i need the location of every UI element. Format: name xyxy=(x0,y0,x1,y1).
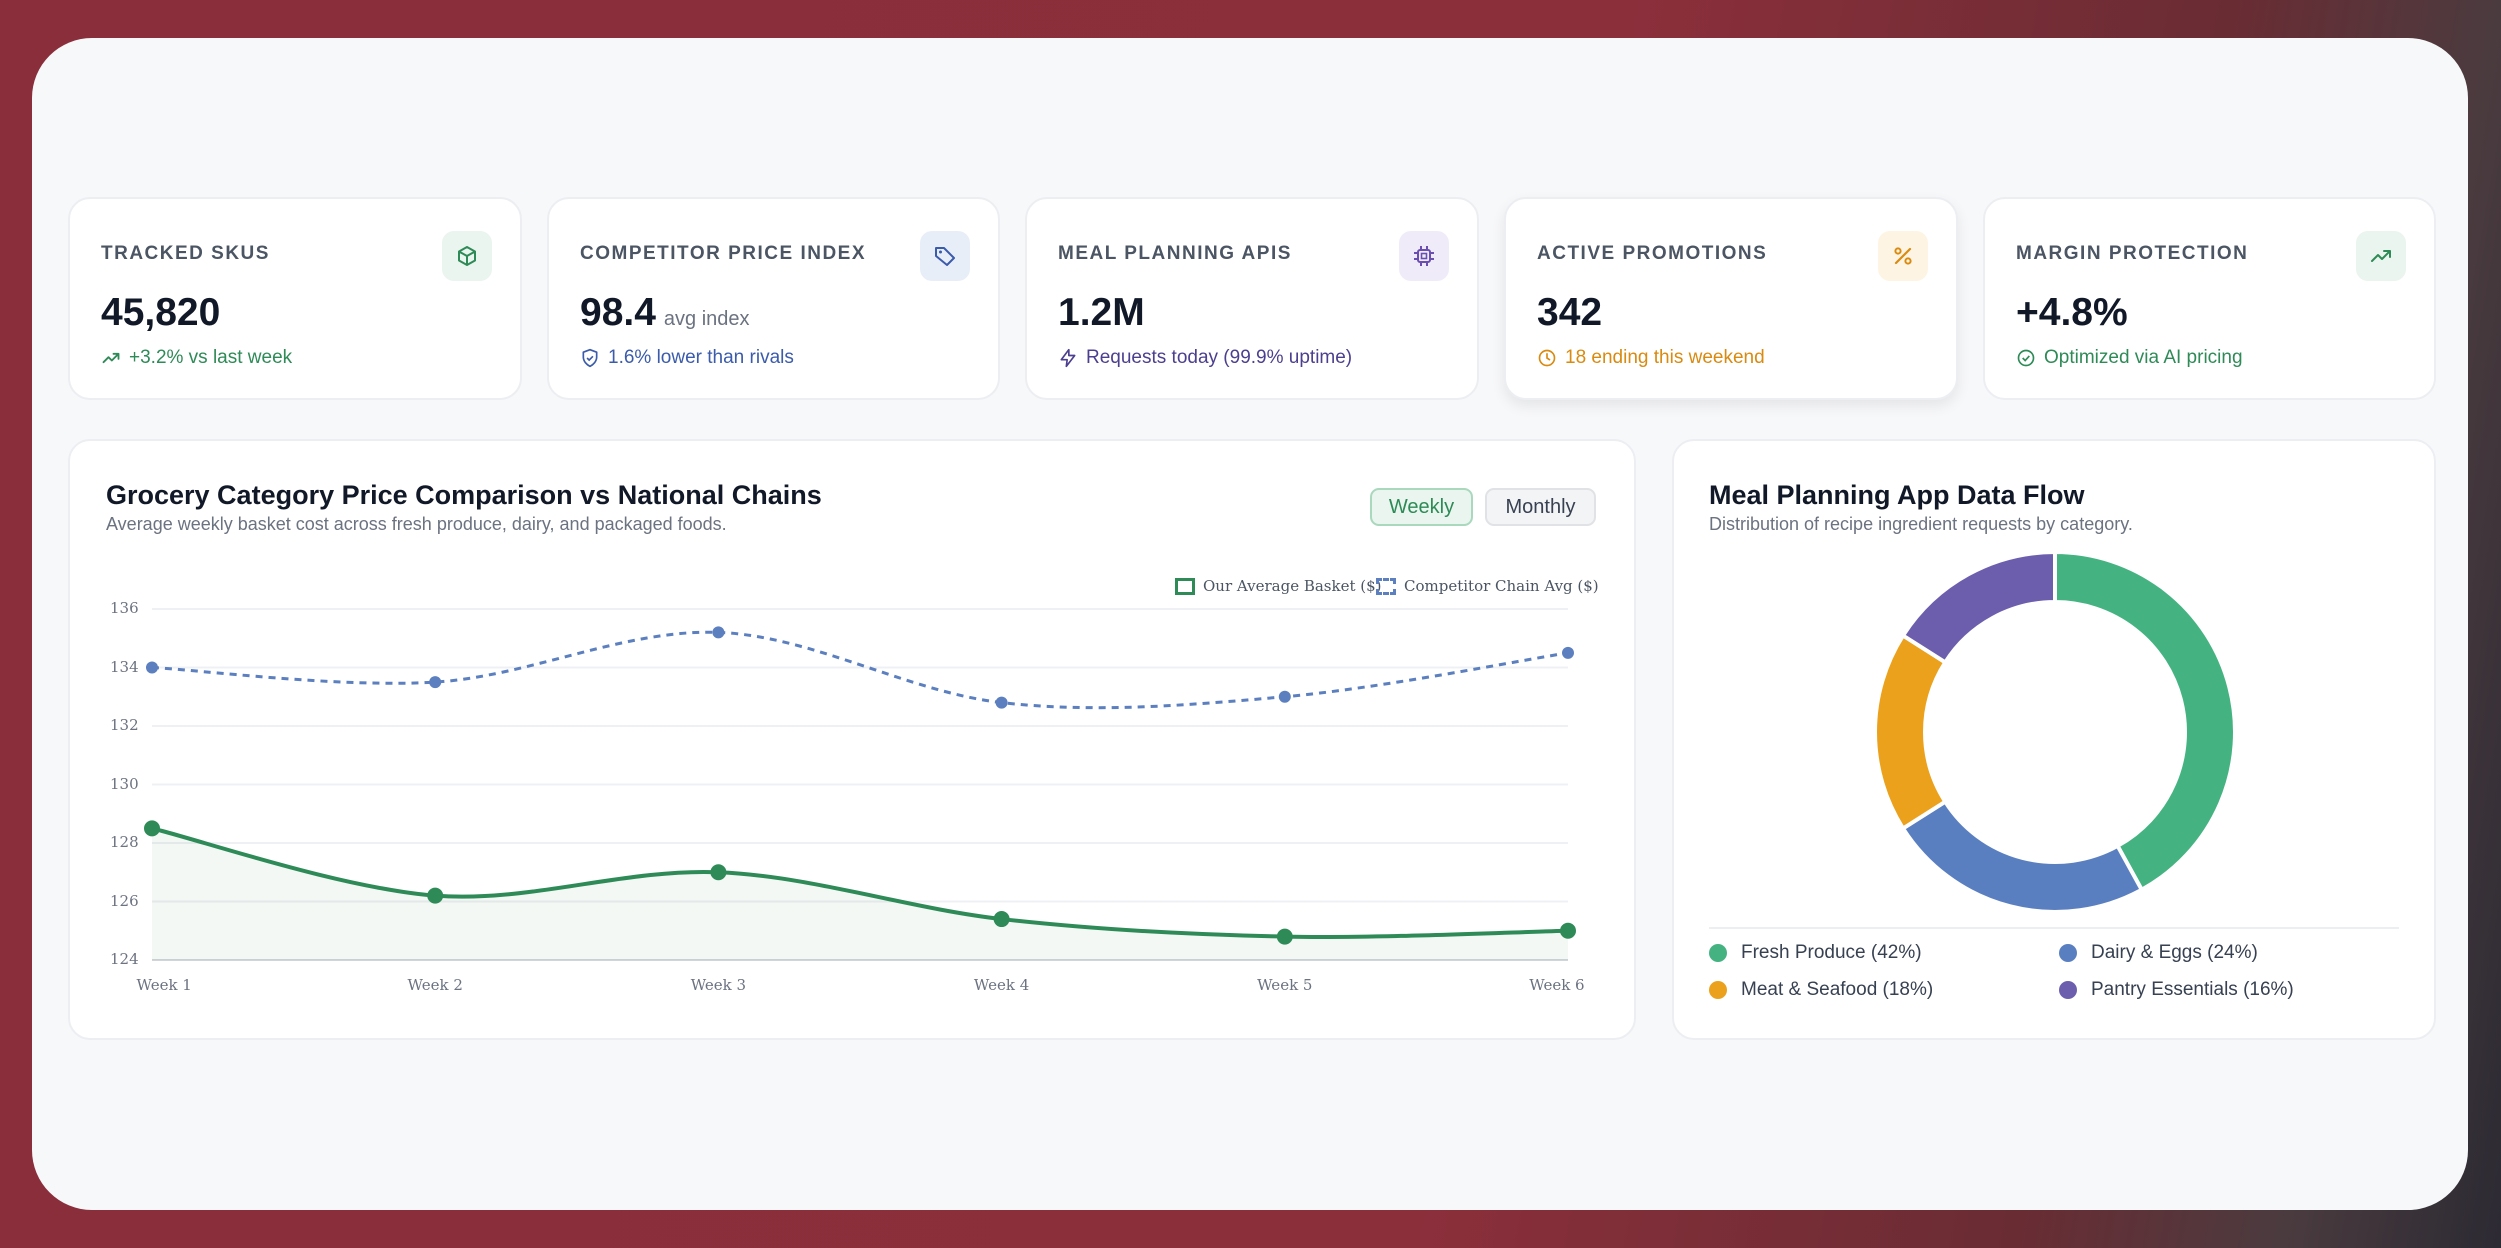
legend-dot xyxy=(1709,981,1727,999)
x-tick-label: Week 6 xyxy=(1529,976,1585,994)
legend-label: Dairy & Eggs (24%) xyxy=(2091,942,2258,963)
kpi-badge xyxy=(920,231,970,281)
legend-dot xyxy=(2059,944,2077,962)
legend-item-pantry-essentials: Pantry Essentials (16%) xyxy=(2059,979,2294,1001)
donut-slice-meat-seafood[interactable] xyxy=(1873,632,1948,832)
kpi-subtext-label: Optimized via AI pricing xyxy=(2044,347,2243,368)
legend-label: Meat & Seafood (18%) xyxy=(1741,979,1934,1000)
trend-up-icon xyxy=(102,352,120,364)
y-tick-label: 126 xyxy=(110,891,139,910)
percent-icon xyxy=(1894,247,1912,265)
bolt-icon xyxy=(1060,348,1076,368)
legend-label-our-basket: Our Average Basket ($) xyxy=(1203,577,1382,595)
x-tick-label: Week 3 xyxy=(690,976,747,994)
donut-slice-dairy-eggs[interactable] xyxy=(1900,798,2145,914)
price-comparison-subtitle: Average weekly basket cost across fresh … xyxy=(106,514,727,534)
chip-icon xyxy=(1414,246,1434,266)
kpi-label: ACTIVE PROMOTIONS xyxy=(1537,243,1768,264)
tag-icon xyxy=(935,247,955,266)
legend-divider xyxy=(1709,927,2399,929)
kpi-label: COMPETITOR PRICE INDEX xyxy=(580,243,867,264)
legend-item-fresh-produce: Fresh Produce (42%) xyxy=(1709,942,1922,964)
check-circle-icon xyxy=(2017,349,2035,367)
legend-item-meat-seafood: Meat & Seafood (18%) xyxy=(1709,979,1933,1001)
kpi-value-number: 98.4 xyxy=(580,291,656,334)
donut-slice-fresh-produce[interactable] xyxy=(2053,550,2237,893)
legend-dot xyxy=(2059,981,2077,999)
kpi-subtext-label: 18 ending this weekend xyxy=(1565,347,1765,368)
y-tick-label: 134 xyxy=(110,657,139,676)
monthly-toggle-button[interactable]: Monthly xyxy=(1485,488,1596,526)
kpi-value: 1.2M xyxy=(1058,291,1145,335)
shield-check-icon xyxy=(582,348,598,368)
kpi-value: 45,820 xyxy=(101,291,220,335)
legend-label: Pantry Essentials (16%) xyxy=(2091,979,2294,1000)
x-tick-label: Week 5 xyxy=(1257,976,1313,994)
kpi-card: ACTIVE PROMOTIONS 342 18 ending this weeke… xyxy=(1504,197,1958,400)
kpi-value-number: 45,820 xyxy=(101,291,221,334)
kpi-subtext-label: 1.6% lower than rivals xyxy=(608,347,794,368)
kpi-subtext: +3.2% vs last week xyxy=(101,347,292,369)
kpi-badge xyxy=(1399,231,1449,281)
kpi-subtext: Requests today (99.9% uptime) xyxy=(1058,347,1352,369)
kpi-subtext: 18 ending this weekend xyxy=(1537,347,1765,369)
box-icon xyxy=(458,246,476,266)
y-tick-label: 136 xyxy=(110,599,139,617)
kpi-card: TRACKED SKUS 45,820 +3.2% vs last week xyxy=(68,197,522,400)
kpi-badge xyxy=(442,231,492,281)
kpi-label: TRACKED SKUS xyxy=(101,243,270,264)
kpi-value-number: +4.8% xyxy=(2016,291,2128,334)
y-tick-label: 132 xyxy=(110,716,139,734)
kpi-value: +4.8% xyxy=(2016,291,2128,335)
kpi-subtext-label: +3.2% vs last week xyxy=(129,347,293,368)
kpi-subtext: Optimized via AI pricing xyxy=(2016,347,2243,369)
kpi-subtext-label: Requests today (99.9% uptime) xyxy=(1086,347,1353,368)
data-flow-card xyxy=(1672,439,2436,1040)
kpi-value-number: 1.2M xyxy=(1058,291,1145,334)
x-tick-label: Week 2 xyxy=(407,976,463,994)
data-flow-subtitle: Distribution of recipe ingredient reques… xyxy=(1709,514,2133,534)
price-comparison-title: Grocery Category Price Comparison vs Nat… xyxy=(106,480,822,510)
legend-swatch-competitor xyxy=(1376,577,1396,595)
kpi-value: 98.4 avg index xyxy=(580,291,750,335)
kpi-subtext: 1.6% lower than rivals xyxy=(580,347,794,369)
kpi-badge xyxy=(1878,231,1928,281)
data-flow-title: Meal Planning App Data Flow xyxy=(1709,480,2085,510)
y-tick-label: 130 xyxy=(110,774,139,793)
trending-up-icon xyxy=(2371,250,2391,262)
legend-label: Fresh Produce (42%) xyxy=(1741,942,1922,963)
y-tick-label: 128 xyxy=(110,833,139,851)
kpi-card: MARGIN PROTECTION +4.8% Optimized via AI p… xyxy=(1983,197,2436,400)
legend-dot xyxy=(1709,944,1727,962)
donut-chart xyxy=(1873,550,2237,914)
kpi-card: MEAL PLANNING APIS 1.2M Requests today (99… xyxy=(1025,197,1479,400)
x-tick-label: Week 1 xyxy=(136,976,192,994)
legend-item-dairy-eggs: Dairy & Eggs (24%) xyxy=(2059,942,2258,964)
legend-label-competitor: Competitor Chain Avg ($) xyxy=(1404,577,1599,595)
legend-competitor: Competitor Chain Avg ($) xyxy=(1376,577,1599,595)
kpi-label: MARGIN PROTECTION xyxy=(2016,243,2249,264)
kpi-value: 342 xyxy=(1537,291,1602,335)
x-tick-label: Week 4 xyxy=(973,976,1030,994)
kpi-value-suffix: avg index xyxy=(663,308,750,330)
donut-slice-pantry-essentials[interactable] xyxy=(1900,550,2057,666)
kpi-card: COMPETITOR PRICE INDEX 98.4 avg index 1.6% … xyxy=(547,197,1000,400)
clock-icon xyxy=(1538,349,1556,367)
kpi-value-number: 342 xyxy=(1537,291,1603,334)
legend-swatch-our-basket xyxy=(1175,577,1195,595)
weekly-toggle-button[interactable]: Weekly xyxy=(1370,488,1473,526)
y-tick-label: 124 xyxy=(110,950,139,968)
legend-our-basket: Our Average Basket ($) xyxy=(1175,577,1382,595)
price-comparison-card xyxy=(68,439,1636,1040)
kpi-badge xyxy=(2356,231,2406,281)
kpi-label: MEAL PLANNING APIS xyxy=(1058,243,1292,264)
